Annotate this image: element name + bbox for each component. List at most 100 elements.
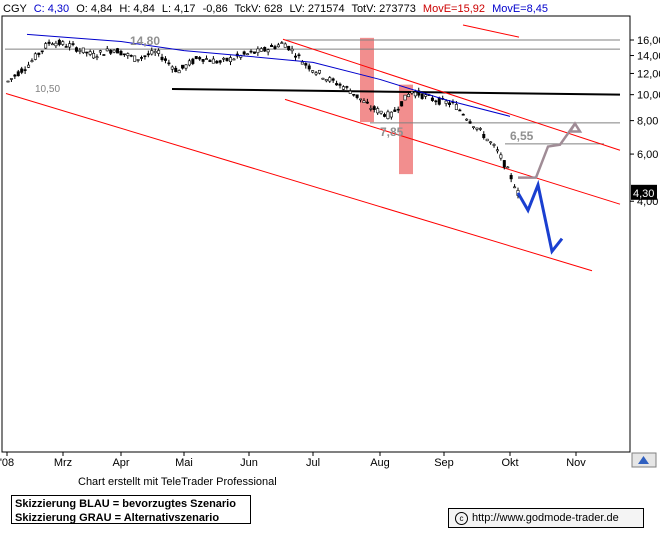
candle-body bbox=[40, 50, 44, 53]
candle-body bbox=[270, 45, 274, 47]
candle-body bbox=[502, 160, 506, 168]
x-axis: '08 Mrz Apr Mai Jun Jul Aug Sep Okt Nov bbox=[0, 452, 586, 469]
candle-body bbox=[283, 43, 287, 48]
candle-body bbox=[410, 91, 414, 94]
candle-body bbox=[335, 83, 339, 86]
candle-body bbox=[146, 53, 150, 56]
header-close: C: 4,30 bbox=[34, 3, 69, 15]
candle-body bbox=[157, 50, 161, 54]
header-text: CGY C: 4,30 O: 4,84 H: 4,84 L: 4,17 -0,8… bbox=[3, 3, 548, 15]
candle-body bbox=[478, 128, 482, 130]
scroll-right-button[interactable] bbox=[631, 452, 657, 468]
chart-credit: Chart erstellt mit TeleTrader Profession… bbox=[78, 476, 277, 488]
candle-body bbox=[170, 66, 174, 70]
candle-body bbox=[129, 55, 133, 57]
candle-body bbox=[321, 77, 325, 80]
candle-body bbox=[485, 138, 489, 142]
candle-body bbox=[208, 60, 212, 63]
header-symbol: CGY bbox=[3, 3, 28, 15]
header-move2: MovE=8,45 bbox=[492, 3, 548, 15]
candle-body bbox=[314, 72, 318, 75]
candle-body bbox=[198, 57, 202, 60]
candlesticks bbox=[6, 38, 520, 199]
candle-body bbox=[57, 39, 61, 45]
support-line bbox=[171, 87, 621, 96]
candle-body bbox=[482, 134, 486, 139]
source-link[interactable]: c http://www.godmode-trader.de bbox=[448, 508, 644, 528]
candle-body bbox=[222, 57, 226, 60]
candle-body bbox=[242, 51, 246, 55]
candle-body bbox=[475, 127, 479, 130]
candle-body bbox=[294, 55, 298, 58]
copyright-icon: c bbox=[455, 511, 468, 525]
candle-body bbox=[139, 57, 143, 59]
candle-body bbox=[88, 51, 92, 55]
candle-body bbox=[211, 58, 215, 64]
candle-body bbox=[61, 41, 65, 45]
candle-body bbox=[33, 53, 37, 60]
candle-body bbox=[98, 50, 102, 53]
candle-body bbox=[177, 70, 181, 74]
candle-body bbox=[37, 52, 41, 55]
highlight-bars bbox=[360, 37, 413, 175]
candle-body bbox=[215, 60, 219, 64]
candle-body bbox=[437, 97, 441, 105]
candle-body bbox=[396, 108, 400, 111]
candle-body bbox=[300, 61, 304, 65]
candle-body bbox=[256, 48, 260, 53]
candle-body bbox=[386, 111, 390, 119]
move-line bbox=[462, 24, 520, 38]
candle-body bbox=[472, 126, 476, 128]
candle-body bbox=[16, 71, 20, 77]
candle-body bbox=[74, 47, 78, 52]
candle-body bbox=[355, 94, 359, 98]
candle-body bbox=[338, 83, 342, 86]
candle-body bbox=[263, 47, 267, 52]
candle-body bbox=[389, 111, 393, 118]
x-tick-label: Nov bbox=[566, 457, 586, 469]
candle-body bbox=[50, 43, 54, 46]
candle-body bbox=[44, 43, 48, 49]
candle-body bbox=[297, 54, 301, 57]
y-tick-label: 6,00 bbox=[637, 149, 658, 161]
candle-body bbox=[201, 59, 205, 62]
header-open: O: 4,84 bbox=[76, 3, 112, 15]
y-tick-label: 8,00 bbox=[637, 116, 658, 128]
candle-body bbox=[492, 144, 496, 146]
header-change: -0,86 bbox=[203, 3, 228, 15]
candle-body bbox=[495, 149, 499, 152]
candle-body bbox=[489, 141, 493, 144]
candle-body bbox=[95, 56, 99, 59]
candle-body bbox=[352, 93, 356, 96]
candle-body bbox=[249, 50, 253, 53]
candle-body bbox=[454, 104, 458, 110]
annotation-label: 10,50 bbox=[35, 84, 60, 95]
candle-body bbox=[122, 53, 126, 56]
candle-body bbox=[506, 166, 510, 169]
candle-body bbox=[444, 100, 448, 104]
candle-body bbox=[324, 79, 328, 82]
candle-body bbox=[136, 59, 140, 61]
y-tick-label: 12,00 bbox=[637, 68, 660, 80]
candle-body bbox=[379, 110, 383, 114]
candle-body bbox=[246, 53, 250, 55]
candle-body bbox=[259, 48, 263, 52]
annotation-label: 14,80 bbox=[130, 34, 160, 48]
candle-body bbox=[23, 69, 27, 71]
candle-body bbox=[47, 41, 51, 44]
candle-body bbox=[348, 90, 352, 94]
candle-body bbox=[252, 51, 256, 54]
candle-body bbox=[413, 91, 417, 97]
y-axis: 16,0014,0012,0010,008,006,004,004,30 bbox=[630, 35, 660, 208]
overlays bbox=[26, 33, 583, 255]
candle-body bbox=[68, 43, 72, 48]
x-tick-label: Jun bbox=[240, 457, 258, 469]
candle-body bbox=[71, 43, 75, 45]
candle-body bbox=[228, 57, 232, 62]
candle-body bbox=[311, 70, 315, 73]
channel-upper bbox=[282, 38, 621, 151]
channel-lower bbox=[5, 93, 593, 272]
candle-body bbox=[218, 60, 222, 63]
candle-body bbox=[420, 93, 424, 99]
